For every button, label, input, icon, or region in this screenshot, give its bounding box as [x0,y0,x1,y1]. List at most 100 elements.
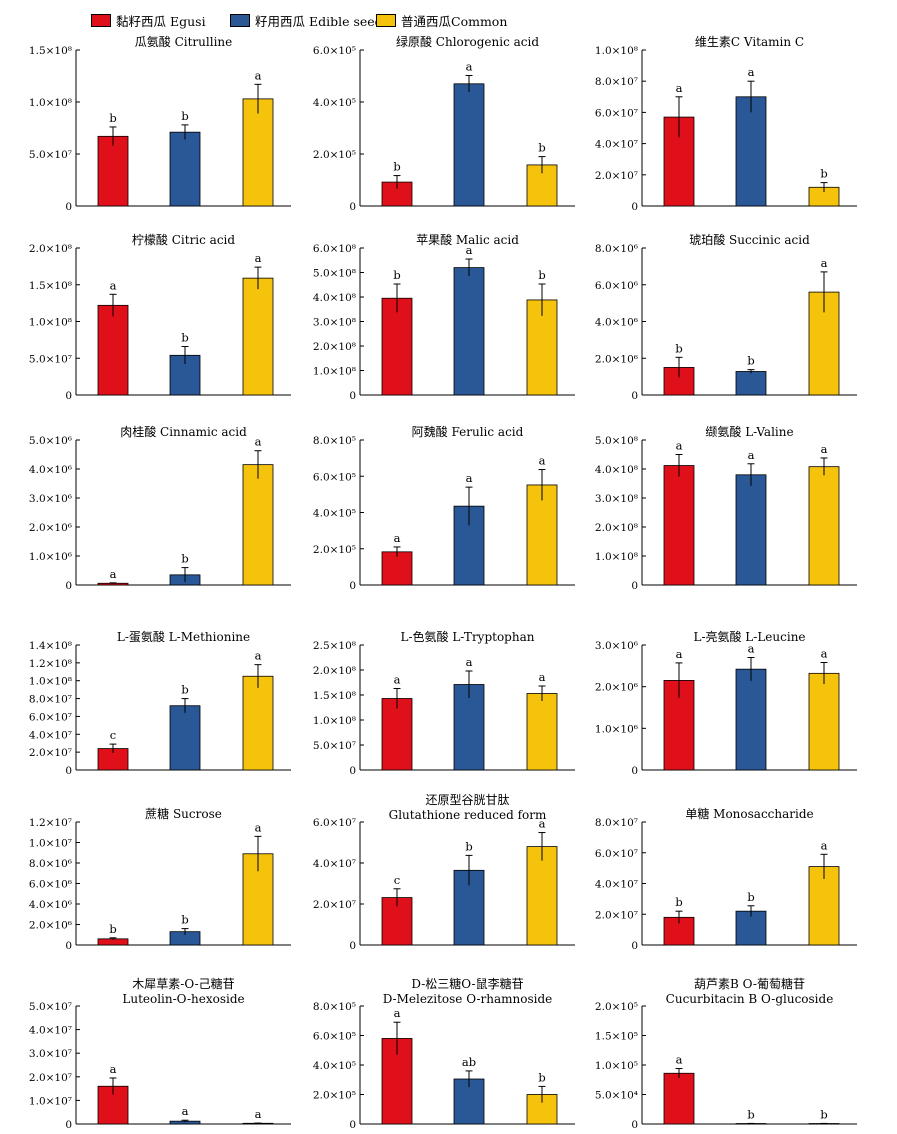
chart-title: Glutathione reduced form [389,808,547,822]
y-tick-label: 4.0×10⁶ [29,899,72,911]
y-tick-label: 1.4×10⁸ [29,640,72,652]
y-tick-label: 4.0×10⁶ [595,317,638,329]
bar-common [526,299,558,396]
significance-letter: b [181,109,188,123]
y-tick-label: 2.0×10⁸ [313,341,356,353]
chart-title: 缬氨酸 L-Valine [705,424,793,439]
y-tick-label: 5.0×10⁸ [595,435,638,447]
significance-letter: b [465,839,472,853]
bar-edible-seed [735,668,767,771]
y-tick-label: 5.0×10⁷ [29,1001,72,1013]
y-tick-label: 3.0×10⁶ [29,493,72,505]
significance-letter: a [182,1104,189,1118]
legend-label-common: 普通西瓜Common [401,13,508,29]
y-tick-label: 1.0×10⁸ [595,551,638,563]
chart-title: 苹果酸 Malic acid [416,232,519,247]
significance-letter: c [394,873,400,887]
bar-egusi [381,297,413,396]
y-tick-label: 1.0×10⁶ [29,551,72,563]
bar-edible-seed [453,267,485,396]
y-tick-label: 0 [349,580,356,592]
significance-letter: a [539,817,546,831]
chart-panel-16: 0 1.0×10⁷ 2.0×10⁷ 3.0×10⁷ 4.0×10⁷ 5.0×10⁷ 木犀草素… [29,976,291,1131]
chart-panel-15: 0 2.0×10⁷ 4.0×10⁷ 6.0×10⁷ 8.0×10⁷ 单糖 Monosacc… [595,806,857,952]
significance-letter: a [110,567,117,581]
y-tick-label: 6.0×10⁷ [595,107,638,119]
chart-title: 琥珀酸 Succinic acid [689,232,810,247]
chart-title: 维生素C Vitamin C [695,35,804,49]
y-tick-label: 6.0×10⁷ [29,711,72,723]
bar-egusi [97,304,129,396]
chart-panel-18: 0 5.0×10⁴ 1.0×10⁵ 1.5×10⁵ 2.0×10⁵ 葫芦素B O-葡萄糖苷… [595,976,857,1131]
chart-title: Luteolin-O-hexoside [122,992,244,1006]
significance-letter: b [675,895,682,909]
bar-egusi [663,1072,695,1125]
chart-title: 阿魏酸 Ferulic acid [412,424,524,439]
y-tick-label: 2.0×10⁵ [313,1090,356,1102]
chart-panel-3: 0 2.0×10⁷ 4.0×10⁷ 6.0×10⁷ 8.0×10⁷ 1.0×10⁸ 维生素C… [595,35,857,213]
significance-letter: a [821,256,828,270]
legend-item-egusi: 黏籽西瓜 Egusi [91,12,206,29]
chart-panel-13: 0 2.0×10⁶ 4.0×10⁶ 6.0×10⁶ 8.0×10⁶ 1.0×10⁷ 1.2×… [29,806,291,952]
legend-item-edible-seed: 籽用西瓜 Edible seed [230,12,383,29]
legend-item-common: 普通西瓜Common [376,12,508,29]
significance-letter: b [538,141,545,155]
bar-common [808,672,840,771]
legend-swatch-edible-seed [230,13,250,27]
significance-letter: a [539,670,546,684]
chart-title: L-色氨酸 L-Tryptophan [401,629,535,644]
chart-panel-4: 0 5.0×10⁷ 1.0×10⁸ 1.5×10⁸ 2.0×10⁸ 柠檬酸 Citric … [29,232,291,402]
y-tick-label: 1.0×10⁸ [313,715,356,727]
y-tick-label: 2.0×10⁷ [29,747,72,759]
chart-panel-2: 0 2.0×10⁵ 4.0×10⁵ 6.0×10⁵ 绿原酸 Chlorogenic ac… [313,34,575,213]
significance-letter: b [820,1107,827,1121]
y-tick-label: 6.0×10⁵ [313,471,356,483]
bar-common [526,846,558,946]
y-tick-label: 5.0×10⁴ [595,1090,638,1102]
bar-egusi [381,698,413,771]
y-tick-label: 6.0×10⁵ [313,1031,356,1043]
bar-edible-seed [735,371,767,396]
bar-edible-seed [735,96,767,207]
significance-letter: a [255,68,262,82]
y-tick-label: 5.0×10⁷ [29,353,72,365]
y-tick-label: 2.0×10⁷ [595,170,638,182]
y-tick-label: 2.0×10⁶ [595,682,638,694]
y-tick-label: 3.0×10⁷ [29,1048,72,1060]
chart-title: 木犀草素-O-己糖苷 [132,976,234,991]
bar-egusi [381,551,413,586]
significance-letter: b [820,167,827,181]
bar-edible-seed [453,684,485,771]
y-tick-label: 1.0×10⁸ [29,97,72,109]
y-tick-label: 6.0×10⁷ [595,848,638,860]
chart-title: D-Melezitose O-rhamnoside [383,992,553,1006]
significance-letter: a [466,243,473,257]
y-tick-label: 0 [349,1119,356,1131]
chart-panel-11: 0 5.0×10⁷ 1.0×10⁸ 1.5×10⁸ 2.0×10⁸ 2.5×10⁸ L-色氨… [313,629,575,777]
chart-title: 瓜氨酸 Citrulline [135,34,232,49]
bar-egusi [97,135,129,207]
y-tick-label: 4.0×10⁷ [595,139,638,151]
y-tick-label: 0 [65,390,72,402]
significance-letter: b [747,354,754,368]
y-tick-label: 1.2×10⁸ [29,658,72,670]
chart-title: L-亮氨酸 L-Leucine [693,629,805,644]
y-tick-label: 0 [65,1119,72,1131]
legend: 黏籽西瓜 Egusi 籽用西瓜 Edible seed 普通西瓜Common [0,0,897,40]
y-tick-label: 0 [65,201,72,213]
y-tick-label: 0 [631,765,638,777]
bar-common [242,98,274,207]
chart-title: 还原型谷胱甘肽 [425,792,509,807]
significance-letter: a [394,673,401,687]
y-tick-label: 4.0×10⁸ [313,292,356,304]
significance-letter: a [394,531,401,545]
y-tick-label: 4.0×10⁸ [595,464,638,476]
bar-edible-seed [735,474,767,586]
chart-title: L-蛋氨酸 L-Methionine [117,629,250,644]
significance-letter: a [466,59,473,73]
significance-letter: b [181,683,188,697]
legend-label-egusi: 黏籽西瓜 Egusi [116,13,206,29]
significance-letter: a [748,65,755,79]
y-tick-label: 0 [349,390,356,402]
